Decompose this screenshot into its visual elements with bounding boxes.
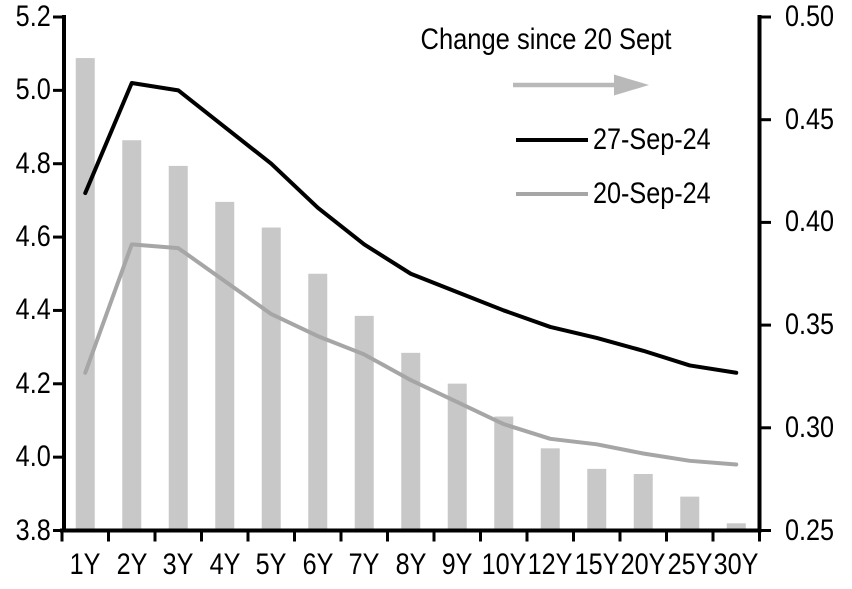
bar-1Y [75, 58, 95, 531]
legend-label-27-sep: 27-Sep-24 [593, 123, 711, 156]
right-axis-tick-label: 0.40 [785, 205, 835, 239]
x-axis-label: 25Y [667, 548, 713, 581]
bar-2Y [122, 140, 142, 532]
x-axis-label: 2Y [116, 548, 148, 581]
left-axis-tick-label: 4.2 [15, 366, 51, 400]
right-axis-tick-label: 0.30 [785, 410, 835, 444]
bar-6Y [308, 273, 328, 531]
bar-5Y [261, 227, 281, 531]
bar-3Y [168, 165, 188, 532]
bar-30Y [726, 523, 746, 531]
x-axis-label: 9Y [441, 548, 473, 581]
legend-label-20-sep: 20-Sep-24 [593, 177, 711, 210]
right-axis-tick-label: 0.25 [785, 513, 835, 547]
left-axis-tick-label: 5.0 [15, 73, 51, 107]
x-axis-label: 20Y [620, 548, 666, 581]
bar-9Y [447, 383, 467, 531]
right-axis-tick-label: 0.50 [785, 0, 835, 33]
right-arrow-icon [513, 74, 649, 96]
bar-7Y [354, 315, 374, 531]
x-axis-label: 12Y [527, 548, 573, 581]
legend-title: Change since 20 Sept [420, 23, 672, 56]
bar-8Y [401, 352, 421, 531]
x-axis-label: 7Y [348, 548, 380, 581]
left-axis-tick-label: 4.4 [15, 293, 51, 327]
x-axis-label: 30Y [713, 548, 759, 581]
left-axis-tick-label: 5.2 [15, 0, 51, 33]
bar-4Y [215, 201, 235, 532]
x-axis-label: 15Y [574, 548, 620, 581]
bar-20Y [633, 474, 653, 531]
left-axis-tick-label: 4.6 [15, 220, 51, 254]
bar-12Y [540, 448, 560, 531]
left-axis-tick-label: 4.8 [15, 146, 51, 180]
x-axis-label: 6Y [302, 548, 334, 581]
x-axis-label: 8Y [395, 548, 427, 581]
left-axis-tick-label: 4.0 [15, 440, 51, 474]
line-27-Sep-24 [83, 81, 739, 375]
right-axis-tick-label: 0.35 [785, 308, 835, 342]
x-axis-label: 1Y [69, 548, 101, 581]
x-axis-label: 5Y [255, 548, 287, 581]
right-axis-tick-label: 0.45 [785, 102, 835, 136]
legend-line-sample-27-sep [516, 138, 588, 142]
bar-15Y [587, 468, 607, 531]
right-arrow-head [614, 74, 649, 96]
left-axis-tick-label: 3.8 [15, 513, 51, 547]
legend-line-sample-20-sep [516, 192, 588, 196]
bar-25Y [680, 496, 700, 531]
bar-10Y [494, 416, 514, 531]
line-20-Sep-24 [83, 242, 739, 467]
x-axis-label: 4Y [209, 548, 241, 581]
x-axis-label: 3Y [162, 548, 194, 581]
x-axis-label: 10Y [481, 548, 527, 581]
